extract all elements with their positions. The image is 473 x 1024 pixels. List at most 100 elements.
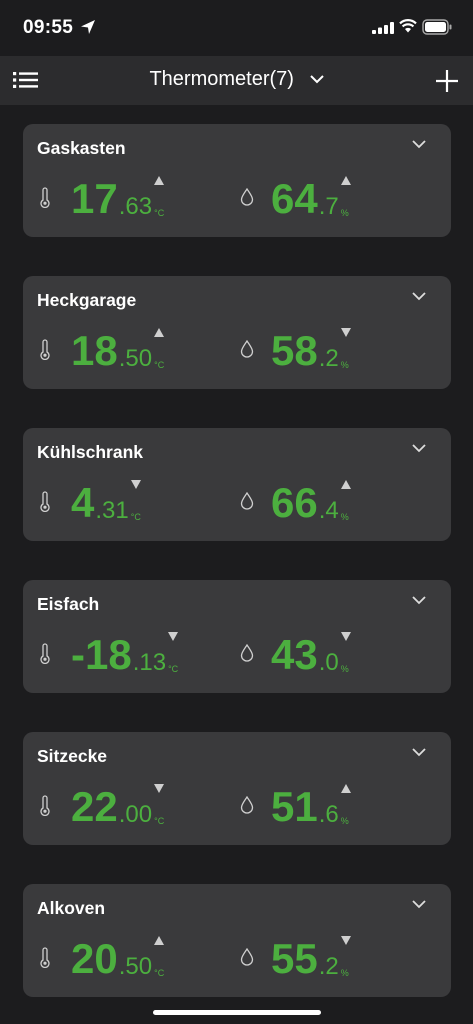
sensor-card[interactable]: Gaskasten 17 .63 °C 64 .7: [23, 124, 451, 237]
humidity-reading: 64 .7 %: [271, 174, 351, 220]
thermometer-icon: [40, 491, 50, 512]
sensor-name: Alkoven: [37, 898, 106, 918]
home-indicator: [153, 1010, 321, 1015]
humidity-decimal: .6: [318, 801, 339, 828]
chevron-down-icon[interactable]: [411, 746, 427, 758]
droplet-icon: [240, 948, 254, 966]
humidity-integer: 51: [271, 783, 318, 830]
temperature-reading: 4 .31 °C: [71, 478, 141, 524]
thermometer-icon: [40, 643, 50, 664]
temperature-unit: °C: [154, 968, 165, 978]
temperature-trend-icon: [130, 480, 141, 489]
list-icon[interactable]: [12, 68, 40, 92]
status-bar: 09:55: [0, 0, 473, 56]
sensor-name: Gaskasten: [37, 138, 126, 158]
humidity-unit: %: [340, 816, 349, 826]
humidity-unit: %: [340, 664, 349, 674]
temperature-trend-icon: [154, 176, 165, 185]
droplet-icon: [240, 188, 254, 206]
wifi-icon: [399, 19, 417, 33]
temperature-reading: 20 .50 °C: [71, 934, 164, 980]
humidity-unit: %: [340, 968, 349, 978]
temperature-reading: 17 .63 °C: [71, 174, 164, 220]
temperature-trend-icon: [154, 784, 165, 793]
temperature-decimal: .31: [95, 497, 129, 524]
sensor-card[interactable]: Kühlschrank 4 .31 °C 66 .4: [23, 428, 451, 541]
humidity-integer: 43: [271, 631, 318, 678]
sensor-card[interactable]: Heckgarage 18 .50 °C 58 .2: [23, 276, 451, 389]
humidity-decimal: .2: [318, 953, 339, 980]
temperature-reading: 18 .50 °C: [71, 326, 164, 372]
temperature-trend-icon: [168, 632, 179, 641]
temperature-decimal: .00: [118, 801, 153, 828]
chevron-down-icon[interactable]: [411, 290, 427, 302]
humidity-decimal: .7: [318, 193, 339, 220]
temperature-integer: 20: [71, 935, 118, 982]
humidity-trend-icon: [340, 632, 351, 641]
droplet-icon: [240, 492, 254, 510]
humidity-trend-icon: [340, 936, 351, 945]
chevron-down-icon[interactable]: [411, 138, 427, 150]
droplet-icon: [240, 340, 254, 358]
humidity-integer: 64: [271, 175, 318, 222]
sensor-card[interactable]: Eisfach -18 .13 °C 43 .0: [23, 580, 451, 693]
droplet-icon: [240, 644, 254, 662]
thermometer-icon: [40, 947, 50, 968]
temperature-trend-icon: [154, 936, 165, 945]
sensor-card[interactable]: Sitzecke 22 .00 °C 51 .6: [23, 732, 451, 845]
chevron-down-icon[interactable]: [411, 898, 427, 910]
thermometer-icon: [40, 795, 50, 816]
device-group-selector[interactable]: Thermometer(7): [0, 68, 473, 91]
temperature-unit: °C: [130, 512, 141, 522]
humidity-unit: %: [340, 208, 349, 218]
page-title: Thermometer(7): [149, 68, 294, 90]
location-arrow-icon: [81, 20, 95, 34]
sensor-name: Sitzecke: [37, 746, 108, 766]
temperature-unit: °C: [168, 664, 179, 674]
temperature-reading: 22 .00 °C: [71, 782, 164, 828]
sensor-name: Kühlschrank: [37, 442, 143, 462]
cellular-signal-icon: [372, 22, 394, 34]
temperature-unit: °C: [154, 816, 165, 826]
sensor-card[interactable]: Alkoven 20 .50 °C 55 .2: [23, 884, 451, 997]
chevron-down-icon: [309, 75, 324, 84]
temperature-decimal: .13: [132, 649, 167, 676]
humidity-decimal: .2: [318, 345, 339, 372]
humidity-reading: 66 .4 %: [271, 478, 351, 524]
humidity-reading: 58 .2 %: [271, 326, 351, 372]
nav-bar: Thermometer(7): [0, 56, 473, 105]
temperature-integer: -18: [71, 631, 132, 678]
humidity-reading: 51 .6 %: [271, 782, 351, 828]
temperature-integer: 22: [71, 783, 118, 830]
plus-icon[interactable]: [434, 68, 460, 94]
temperature-unit: °C: [154, 360, 165, 370]
temperature-reading: -18 .13 °C: [71, 630, 178, 676]
temperature-unit: °C: [154, 208, 165, 218]
humidity-decimal: .4: [318, 497, 339, 524]
temperature-decimal: .63: [118, 193, 153, 220]
humidity-trend-icon: [340, 328, 351, 337]
humidity-trend-icon: [340, 176, 351, 185]
humidity-unit: %: [340, 512, 349, 522]
sensor-name: Heckgarage: [37, 290, 137, 310]
sensor-name: Eisfach: [37, 594, 100, 614]
temperature-decimal: .50: [118, 345, 153, 372]
temperature-decimal: .50: [118, 953, 153, 980]
humidity-integer: 58: [271, 327, 318, 374]
temperature-integer: 4: [71, 479, 95, 526]
humidity-reading: 43 .0 %: [271, 630, 351, 676]
humidity-integer: 55: [271, 935, 318, 982]
chevron-down-icon[interactable]: [411, 594, 427, 606]
humidity-reading: 55 .2 %: [271, 934, 351, 980]
humidity-integer: 66: [271, 479, 318, 526]
temperature-integer: 18: [71, 327, 118, 374]
thermometer-icon: [40, 187, 50, 208]
status-time: 09:55: [23, 17, 74, 38]
chevron-down-icon[interactable]: [411, 442, 427, 454]
temperature-trend-icon: [154, 328, 165, 337]
humidity-unit: %: [340, 360, 349, 370]
temperature-integer: 17: [71, 175, 118, 222]
battery-icon: [422, 19, 452, 35]
thermometer-icon: [40, 339, 50, 360]
humidity-decimal: .0: [318, 649, 339, 676]
